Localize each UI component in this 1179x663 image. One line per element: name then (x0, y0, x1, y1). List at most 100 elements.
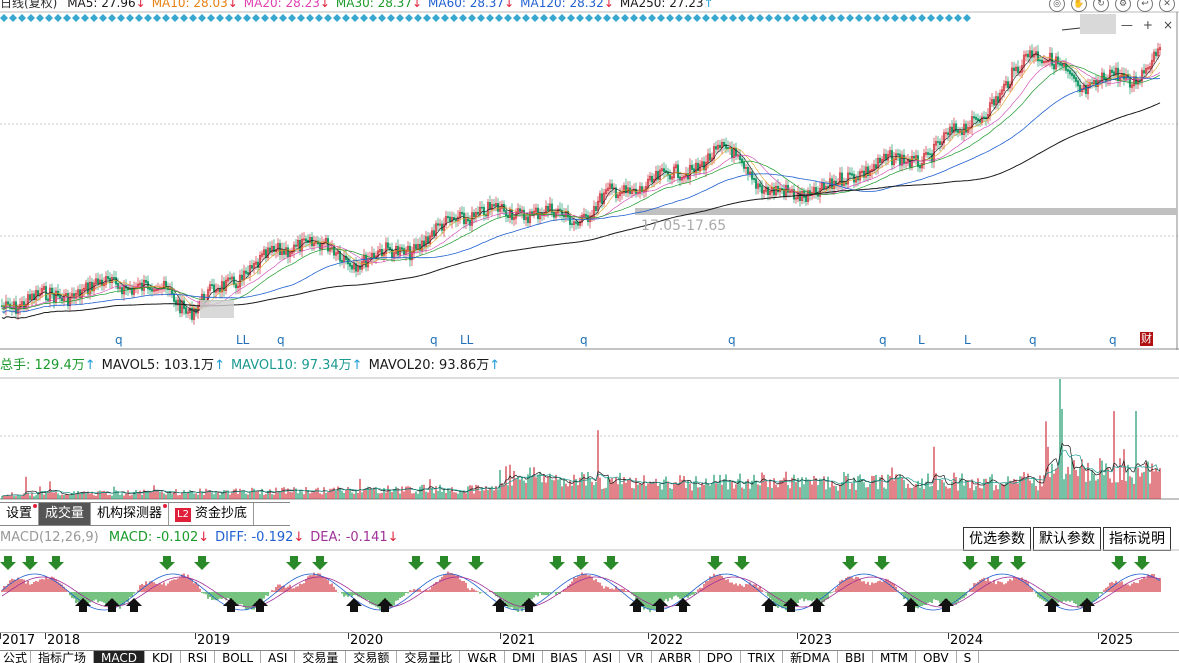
candle-body (550, 203, 554, 214)
sell-arrow-icon (1134, 556, 1150, 570)
signal-diamond-icon (918, 14, 926, 22)
candle-body (678, 176, 682, 181)
candle-body (384, 242, 388, 254)
signal-diamond-icon (531, 14, 539, 22)
ma-item: MA30: 28.37↓ (336, 0, 422, 10)
indicator-tab[interactable]: OBV (916, 651, 957, 663)
optimize-params-button[interactable]: 优选参数 (963, 527, 1031, 551)
candle-body (592, 206, 596, 217)
signal-diamond-icon (234, 14, 242, 22)
event-letter[interactable]: q (277, 333, 285, 347)
indicator-tab[interactable]: 交易额 (346, 651, 398, 663)
maximize-icon[interactable]: + (1142, 18, 1153, 32)
indicator-tab[interactable]: 公式 (0, 651, 32, 663)
candle-body (242, 270, 246, 280)
event-letter[interactable]: L (918, 333, 925, 347)
candle-body (1148, 66, 1152, 69)
indicator-tab[interactable]: 交易量 (295, 651, 347, 663)
signal-diamond-icon (180, 14, 188, 22)
settings-icon[interactable]: ⚙ (1115, 0, 1131, 12)
event-letter[interactable]: LL (460, 333, 474, 347)
indicator-tab[interactable]: ASI (586, 651, 621, 663)
indicator-tab[interactable]: 交易量比 (397, 651, 461, 663)
indicator-tab[interactable]: W&R (460, 651, 505, 663)
support-range-label: 17.05-17.65 (641, 218, 727, 234)
indicator-tab[interactable]: BBI (838, 651, 873, 663)
candle-body (590, 215, 594, 218)
candle-body (528, 211, 532, 224)
candle-body (956, 130, 960, 133)
indicator-tab[interactable]: ASI (261, 651, 296, 663)
indicator-tab[interactable]: MTM (873, 651, 917, 663)
candle-body (596, 200, 600, 211)
minimize-icon[interactable]: — (1120, 18, 1133, 32)
event-letter[interactable]: q (1029, 333, 1037, 347)
vol-arrow-icon: ↑ (84, 358, 96, 373)
indicator-tab[interactable]: DPO (700, 651, 741, 663)
indicator-tab[interactable]: BIAS (543, 651, 586, 663)
tab-settings[interactable]: 设置 (0, 503, 40, 525)
indicator-tab[interactable]: KDJ (145, 651, 181, 663)
event-letter[interactable]: q (879, 333, 887, 347)
indicator-tab[interactable]: RSI (181, 651, 216, 663)
indicator-tab[interactable]: 指标广场 (31, 651, 95, 663)
candle-body (468, 219, 472, 226)
indicator-tab[interactable]: VR (620, 651, 652, 663)
close-icon[interactable]: × (1162, 18, 1173, 32)
event-letter[interactable]: LL (236, 333, 250, 347)
candle-body (150, 288, 154, 292)
candle-body (320, 242, 324, 250)
hand-icon[interactable]: ✋ (1071, 0, 1087, 12)
indicator-tab[interactable]: BOLL (215, 651, 262, 663)
signal-diamond-icon (270, 14, 278, 22)
price-chart[interactable] (0, 0, 1179, 350)
signal-diamond-icon (792, 14, 800, 22)
window-controls: — + × (1121, 18, 1173, 32)
candle-body (428, 235, 432, 244)
candle-body (760, 185, 764, 194)
candle-body (378, 249, 382, 253)
indicator-tab[interactable]: S (957, 651, 980, 663)
indicator-tab[interactable]: ARBR (652, 651, 700, 663)
event-letter[interactable]: q (430, 333, 438, 347)
signal-diamond-icon (198, 14, 206, 22)
macd-chart[interactable] (0, 526, 1179, 632)
signal-diamond-icon (414, 14, 422, 22)
event-letter[interactable]: L (964, 333, 971, 347)
event-letter[interactable]: q (580, 333, 588, 347)
financial-report-marker[interactable]: 财 (1140, 332, 1153, 346)
candle-body (298, 239, 302, 252)
candle-body (752, 178, 756, 180)
volume-chart[interactable] (0, 352, 1179, 500)
target-icon[interactable]: ◎ (1049, 0, 1065, 12)
event-letter[interactable]: q (115, 333, 123, 347)
candle-body (1074, 77, 1078, 82)
indicator-tab[interactable]: MACD (94, 651, 146, 663)
buy-arrow-icon (761, 598, 777, 612)
candle-body (568, 215, 572, 225)
candle-body (746, 167, 750, 175)
candle-body (1130, 84, 1134, 88)
signal-diamond-icon (153, 14, 161, 22)
tab-capital[interactable]: L2 资金抄底 (169, 503, 254, 525)
candle-body (1060, 63, 1064, 67)
tab-volume[interactable]: 成交量 (39, 503, 92, 525)
event-letter[interactable]: q (728, 333, 736, 347)
indicator-tab[interactable]: TRIX (741, 651, 784, 663)
indicator-tab[interactable]: 新DMA (783, 651, 838, 663)
candle-body (488, 202, 492, 210)
signal-diamond-icon (495, 14, 503, 22)
back-icon[interactable]: ↩ (1137, 0, 1153, 12)
candle-body (1036, 51, 1040, 62)
vol-item: MAVOL10: 97.34万↑ (231, 358, 363, 373)
candle-body (834, 180, 838, 185)
indicator-tab[interactable]: DMI (505, 651, 544, 663)
refresh-icon[interactable]: ↻ (1093, 0, 1109, 12)
tab-detector[interactable]: 机构探测器 (91, 503, 170, 525)
event-letter[interactable]: q (1109, 333, 1117, 347)
close-circle-icon[interactable]: ✕ (1159, 0, 1175, 12)
candle-body (978, 119, 982, 123)
chart-title: 日线(复权) (0, 0, 58, 10)
signal-diamond-icon (9, 14, 17, 22)
macd-item: DEA: -0.141↓ (310, 530, 398, 545)
